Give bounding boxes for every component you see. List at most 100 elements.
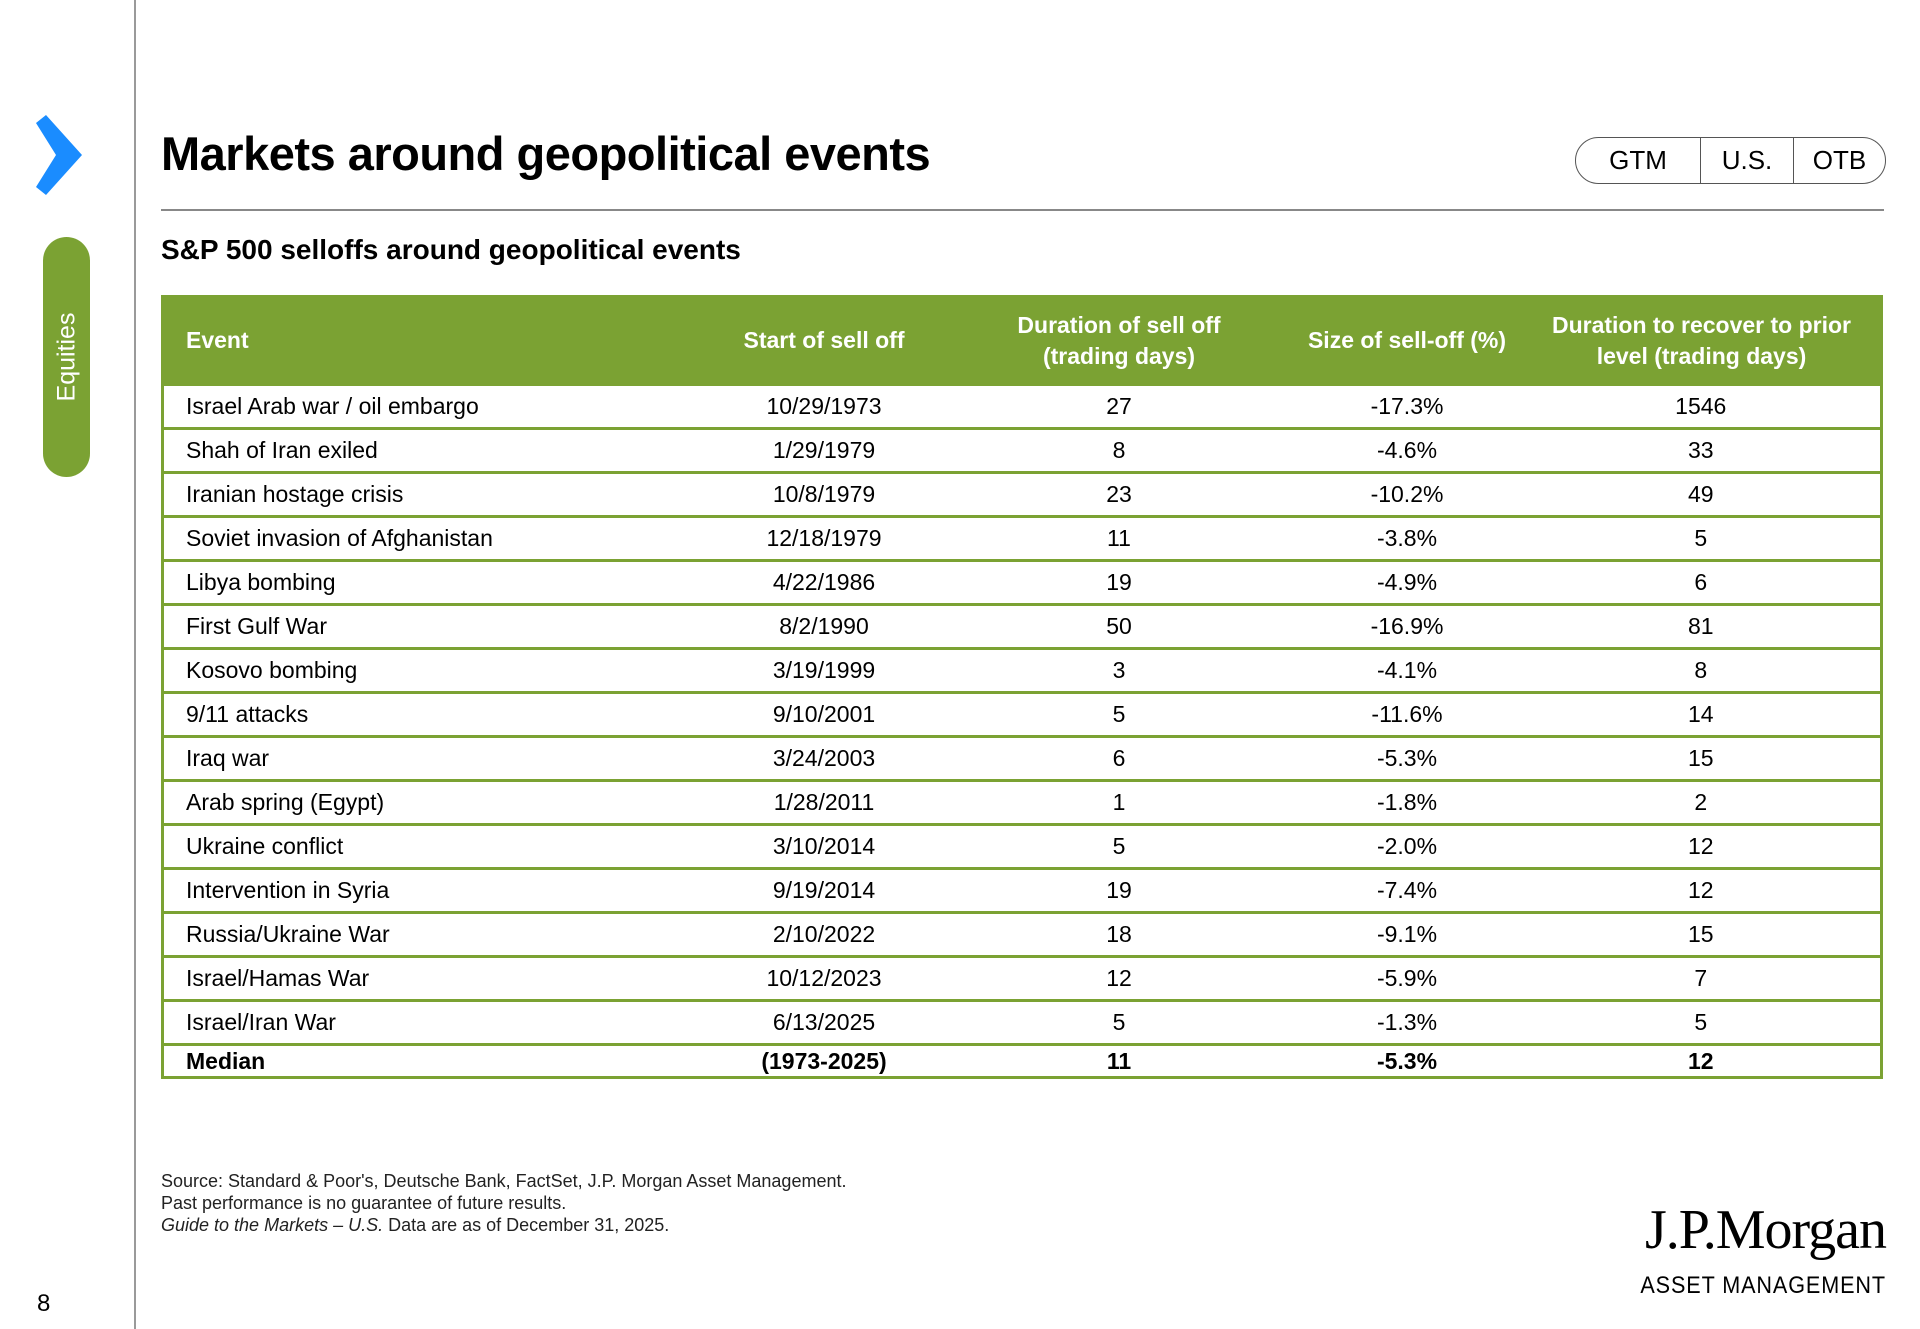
col-header-event: Event [161, 295, 704, 386]
selloff-table: Event Start of sell off Duration of sell… [161, 295, 1883, 1079]
cell-start: 10/29/1973 [702, 383, 946, 430]
cell-duration: 11 [945, 515, 1293, 562]
data-date-note: Guide to the Markets – U.S. Data are as … [161, 1215, 670, 1235]
col-header-recover: Duration to recover to prior level (trad… [1520, 295, 1883, 386]
cell-event: Kosovo bombing [161, 647, 703, 694]
cell-event: Shah of Iran exiled [161, 427, 703, 474]
cell-event: Israel/Iran War [161, 999, 703, 1046]
table-row: Soviet invasion of Afghanistan 12/18/1979… [161, 515, 1883, 562]
chevron-right-icon [36, 115, 82, 195]
cell-size: -11.6% [1292, 691, 1522, 738]
median-row: Median (1973-2025) 11 -5.3% 12 [161, 1043, 1883, 1079]
cell-recover: 15 [1521, 911, 1883, 958]
cell-event: Israel Arab war / oil embargo [161, 383, 703, 430]
cell-event: Iraq war [161, 735, 703, 782]
cell-size: -10.2% [1292, 471, 1522, 518]
cell-size: -17.3% [1292, 383, 1522, 430]
cell-recover: 6 [1521, 559, 1883, 606]
cell-start: 8/2/1990 [702, 603, 946, 650]
cell-start: 2/10/2022 [702, 911, 946, 958]
cell-size: -4.1% [1292, 647, 1522, 694]
title-divider [161, 209, 1884, 211]
disclaimer: Past performance is no guarantee of futu… [161, 1193, 567, 1213]
table-row: Shah of Iran exiled 1/29/1979 8 -4.6% 33 [161, 427, 1883, 474]
cell-duration: 5 [945, 691, 1293, 738]
cell-start: 12/18/1979 [702, 515, 946, 562]
cell-recover: 81 [1521, 603, 1883, 650]
table-row: Iranian hostage crisis 10/8/1979 23 -10.2% 4… [161, 471, 1883, 518]
cell-recover: 49 [1521, 471, 1883, 518]
cell-recover: 5 [1521, 999, 1883, 1046]
cell-size: -5.3% [1292, 735, 1522, 782]
jpmorgan-logo: J.P.Morgan ASSET MANAGEMENT [1640, 1199, 1887, 1299]
cell-size: -9.1% [1292, 911, 1522, 958]
cell-recover: 2 [1521, 779, 1883, 826]
section-tab-equities[interactable]: Equities [43, 237, 90, 477]
col-header-size: Size of sell-off (%) [1291, 295, 1523, 386]
table-row: Kosovo bombing 3/19/1999 3 -4.1% 8 [161, 647, 1883, 694]
table-row: Israel/Hamas War 10/12/2023 12 -5.9% 7 [161, 955, 1883, 1002]
section-label: Equities [52, 312, 80, 402]
cell-event: Median [161, 1043, 703, 1079]
table-row: Israel/Iran War 6/13/2025 5 -1.3% 5 [161, 999, 1883, 1046]
col-header-start: Start of sell off [701, 295, 947, 386]
table-row: Libya bombing 4/22/1986 19 -4.9% 6 [161, 559, 1883, 606]
cell-recover: 33 [1521, 427, 1883, 474]
cell-recover: 12 [1521, 823, 1883, 870]
cell-duration: 3 [945, 647, 1293, 694]
cell-start: 3/19/1999 [702, 647, 946, 694]
cell-duration: 18 [945, 911, 1293, 958]
table-header-row: Event Start of sell off Duration of sell… [161, 295, 1883, 386]
col-header-duration: Duration of sell off (trading days) [944, 295, 1294, 386]
cell-recover: 5 [1521, 515, 1883, 562]
cell-size: -1.8% [1292, 779, 1522, 826]
cell-event: Arab spring (Egypt) [161, 779, 703, 826]
table-subtitle: S&P 500 selloffs around geopolitical eve… [161, 234, 741, 265]
sidebar-divider [134, 0, 136, 1329]
cell-duration: 27 [945, 383, 1293, 430]
cell-recover: 8 [1521, 647, 1883, 694]
cell-event: Iranian hostage crisis [161, 471, 703, 518]
table-row: Russia/Ukraine War 2/10/2022 18 -9.1% 15 [161, 911, 1883, 958]
cell-start: 9/19/2014 [702, 867, 946, 914]
cell-start: 10/12/2023 [702, 955, 946, 1002]
footnotes: Source: Standard & Poor's, Deutsche Bank… [161, 1170, 846, 1236]
cell-start: 1/28/2011 [702, 779, 946, 826]
cell-size: -7.4% [1292, 867, 1522, 914]
cell-event: Libya bombing [161, 559, 703, 606]
tag-us: U.S. [1700, 138, 1793, 183]
source-note: Source: Standard & Poor's, Deutsche Bank… [161, 1171, 847, 1191]
cell-duration: 1 [945, 779, 1293, 826]
cell-start: 9/10/2001 [702, 691, 946, 738]
cell-start: 3/24/2003 [702, 735, 946, 782]
cell-event: Intervention in Syria [161, 867, 703, 914]
cell-size: -1.3% [1292, 999, 1522, 1046]
cell-event: 9/11 attacks [161, 691, 703, 738]
cell-event: Ukraine conflict [161, 823, 703, 870]
cell-size: -16.9% [1292, 603, 1522, 650]
cell-start: (1973-2025) [702, 1043, 946, 1079]
cell-recover: 12 [1521, 1043, 1883, 1079]
table-row: 9/11 attacks 9/10/2001 5 -11.6% 14 [161, 691, 1883, 738]
table-row: Ukraine conflict 3/10/2014 5 -2.0% 12 [161, 823, 1883, 870]
cell-start: 6/13/2025 [702, 999, 946, 1046]
table-row: Israel Arab war / oil embargo 10/29/1973 2… [161, 383, 1883, 430]
cell-recover: 1546 [1521, 383, 1883, 430]
cell-duration: 50 [945, 603, 1293, 650]
tag-otb: OTB [1793, 138, 1885, 183]
table-row: First Gulf War 8/2/1990 50 -16.9% 81 [161, 603, 1883, 650]
tag-group: GTM U.S. OTB [1575, 137, 1886, 184]
cell-recover: 14 [1521, 691, 1883, 738]
cell-duration: 6 [945, 735, 1293, 782]
cell-recover: 7 [1521, 955, 1883, 1002]
page-title: Markets around geopolitical events [161, 127, 931, 180]
cell-start: 4/22/1986 [702, 559, 946, 606]
cell-duration: 5 [945, 823, 1293, 870]
cell-size: -3.8% [1292, 515, 1522, 562]
cell-start: 10/8/1979 [702, 471, 946, 518]
cell-recover: 12 [1521, 867, 1883, 914]
cell-start: 1/29/1979 [702, 427, 946, 474]
cell-duration: 19 [945, 559, 1293, 606]
cell-event: Israel/Hamas War [161, 955, 703, 1002]
cell-size: -4.9% [1292, 559, 1522, 606]
